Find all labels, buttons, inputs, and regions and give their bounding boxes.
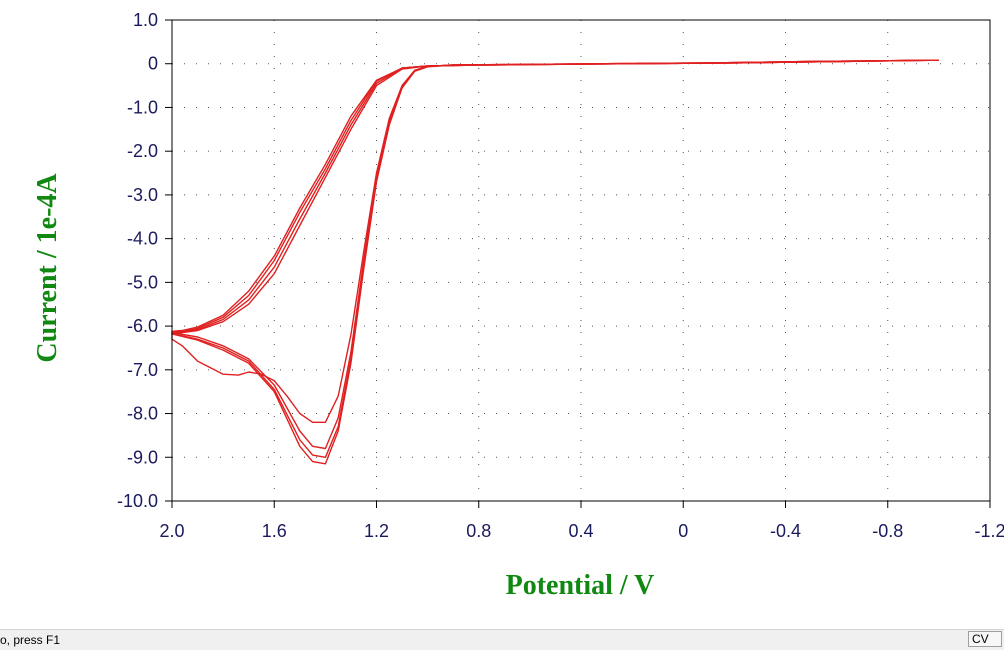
cv-curve (171, 59, 939, 465)
x-tick-label: 0.4 (568, 521, 593, 541)
x-tick-label: 1.6 (262, 521, 287, 541)
cv-curve (171, 59, 939, 450)
cv-chart: 2.0 1.6 1.2 0.8 0.4 0 -0.4 -0.8 -1.2 1.0 0 -1.0 -2.0… (32, 10, 1004, 601)
series-layer (171, 59, 939, 465)
y-tick-label: -1.0 (127, 97, 158, 117)
y-tick-label: -9.0 (127, 447, 158, 467)
x-tick-label: -1.2 (974, 521, 1004, 541)
x-tick-label: 2.0 (159, 521, 184, 541)
cv-curve (171, 59, 939, 458)
x-tick-label: 0.8 (466, 521, 491, 541)
y-tick-label: -3.0 (127, 185, 158, 205)
cv-curve (171, 59, 939, 423)
status-mode-label: CV (968, 631, 1002, 647)
y-axis-title: Current / 1e-4A (32, 173, 63, 363)
tick-layer: 2.0 1.6 1.2 0.8 0.4 0 -0.4 -0.8 -1.2 1.0 0 -1.0 -2.0… (117, 10, 1004, 541)
y-tick-label: -6.0 (127, 316, 158, 336)
y-tick-label: -8.0 (127, 404, 158, 424)
y-tick-label: -10.0 (117, 491, 158, 511)
x-tick-label: 0 (678, 521, 688, 541)
x-axis-title: Potential / V (506, 570, 655, 601)
y-tick-label: 0 (148, 54, 158, 74)
status-bar: o, press F1 CV (0, 629, 1004, 650)
x-tick-label: -0.8 (872, 521, 903, 541)
y-tick-label: -4.0 (127, 229, 158, 249)
y-tick-label: -7.0 (127, 360, 158, 380)
y-tick-label: -2.0 (127, 141, 158, 161)
y-tick-label: 1.0 (133, 10, 158, 30)
status-help-text: o, press F1 (0, 633, 61, 647)
y-tick-label: -5.0 (127, 272, 158, 292)
x-tick-label: 1.2 (364, 521, 389, 541)
x-tick-label: -0.4 (770, 521, 801, 541)
